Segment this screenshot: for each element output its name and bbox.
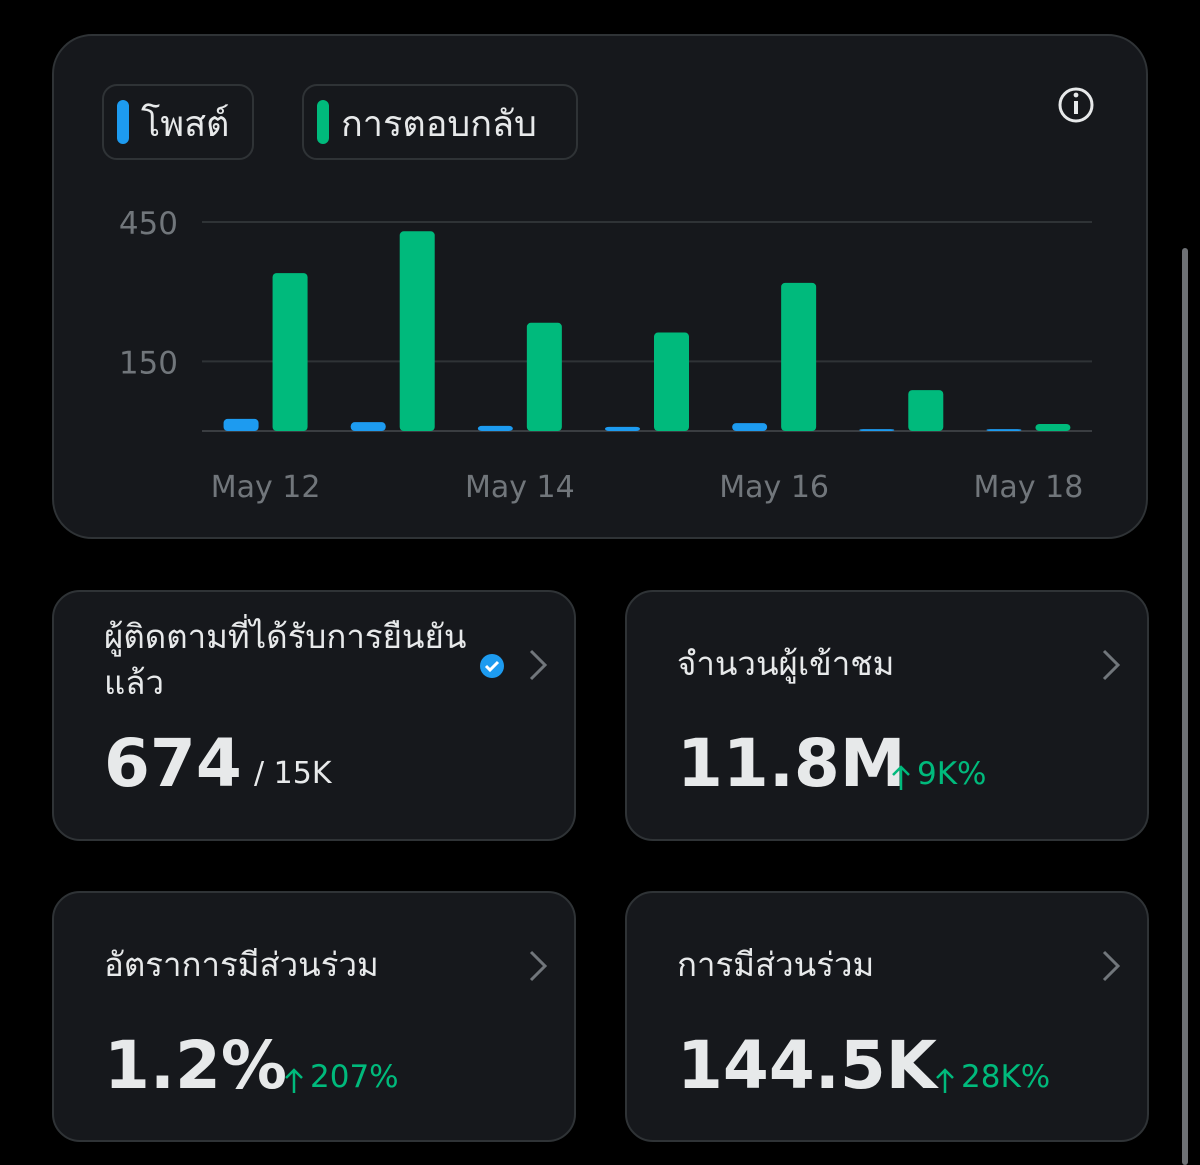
legend-label: การตอบกลับ <box>341 104 537 145</box>
bar <box>986 429 1022 431</box>
stat-card[interactable]: การมีส่วนร่วม 144.5K 28K% <box>625 891 1149 1142</box>
legend-swatch <box>117 100 129 144</box>
up-arrow <box>936 1068 954 1093</box>
legend-swatch <box>317 100 329 144</box>
bar <box>908 390 944 431</box>
bar <box>859 429 895 431</box>
card-value: 1.2% <box>104 1027 288 1104</box>
card-change: 207% <box>284 1059 399 1095</box>
info-icon-dot <box>1073 92 1079 98</box>
bar <box>477 425 513 431</box>
legend-item[interactable] <box>102 84 254 160</box>
chevron <box>1102 950 1121 982</box>
card-title: การมีส่วนร่วม <box>677 945 875 984</box>
change-text: 28K% <box>961 1059 1051 1095</box>
bar <box>781 282 817 431</box>
chevron <box>529 649 548 681</box>
y-tick-label: 450 <box>119 206 178 242</box>
bar <box>526 322 562 431</box>
bar <box>1035 424 1071 431</box>
bar <box>223 418 259 431</box>
x-tick-label: May 14 <box>465 470 575 505</box>
card-value: 11.8M <box>677 725 906 802</box>
card-change: 9K% <box>891 756 987 792</box>
y-tick-label: 150 <box>119 345 178 381</box>
legend-label: โพสต์ <box>141 103 229 145</box>
scrollbar[interactable] <box>1182 248 1188 1165</box>
x-tick-label: May 16 <box>719 470 829 505</box>
info-icon-bar <box>1074 101 1078 114</box>
x-tick-label: May 18 <box>974 470 1084 505</box>
card-value: 674 <box>104 725 242 802</box>
bar <box>732 423 768 431</box>
bar <box>399 231 435 431</box>
chevron <box>529 950 548 982</box>
verified-badge <box>480 654 504 678</box>
legend-item[interactable] <box>302 84 578 160</box>
info-icon[interactable] <box>1058 87 1094 123</box>
card-total: / 15K <box>254 756 332 791</box>
bar <box>350 422 386 431</box>
bar <box>605 426 640 431</box>
stat-card[interactable]: ผู้ติดตามที่ได้รับการยืนยันแล้ว 674 / 15… <box>52 590 576 841</box>
card-change: 28K% <box>935 1059 1050 1095</box>
up-arrow <box>285 1068 303 1093</box>
stat-card[interactable]: อัตราการมีส่วนร่วม 1.2% 207% <box>52 891 576 1142</box>
change-text: 9K% <box>917 756 987 792</box>
up-arrow <box>892 765 910 790</box>
bar <box>654 332 689 431</box>
bar <box>272 273 308 431</box>
change-text: 207% <box>310 1059 399 1095</box>
card-title: จำนวนผู้เข้าชม <box>677 644 895 683</box>
stat-card[interactable]: จำนวนผู้เข้าชม 11.8M 9K% <box>625 590 1149 841</box>
chart: โพสต์ การตอบกลับ 150 450 May 12 May 14 May 16 M… <box>102 84 1094 505</box>
card-title: ผู้ติดตามที่ได้รับการยืนยันแล้ว <box>104 617 467 702</box>
x-tick-label: May 12 <box>211 470 321 505</box>
chevron <box>1102 649 1121 681</box>
card-title: อัตราการมีส่วนร่วม <box>104 945 379 984</box>
card-value: 144.5K <box>677 1027 937 1104</box>
